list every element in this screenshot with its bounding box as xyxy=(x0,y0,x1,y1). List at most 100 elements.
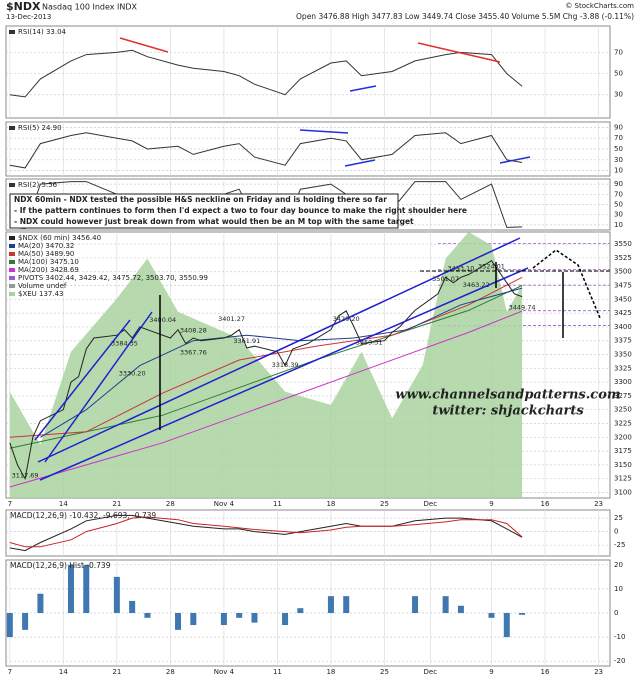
x-tick-label: 21 xyxy=(112,668,121,676)
y-tick-label: 3500 xyxy=(614,268,632,276)
hist-bar xyxy=(519,613,526,615)
y-tick-label: 30 xyxy=(614,156,623,164)
y-tick-label: 3300 xyxy=(614,378,632,386)
hist-bar xyxy=(6,613,13,638)
price-label: 3524.01 xyxy=(478,262,505,270)
price-label: 3384.35 xyxy=(111,340,138,348)
price-label: 3361.91 xyxy=(233,337,260,345)
hist-bar xyxy=(251,613,258,623)
y-tick-label: 3350 xyxy=(614,351,632,359)
credit: © StockCharts.com xyxy=(565,2,634,10)
trend-arrow xyxy=(349,85,377,92)
y-tick-label: 3275 xyxy=(614,392,632,400)
x-tick-label: 21 xyxy=(112,500,121,508)
y-tick-label: 3150 xyxy=(614,461,632,469)
channel-line xyxy=(44,311,153,463)
series-area xyxy=(9,232,523,498)
legend-label: MA(50) 3489.90 xyxy=(18,250,74,258)
y-tick-label: 3250 xyxy=(614,406,632,414)
legend-swatch xyxy=(9,183,15,187)
y-tick-label: 3125 xyxy=(614,475,632,483)
trend-arrow xyxy=(119,37,169,53)
watermark: www.channelsandpatterns.com xyxy=(395,388,620,403)
x-tick-label: 28 xyxy=(166,500,175,508)
hist-bar xyxy=(343,596,350,613)
y-tick-label: -20 xyxy=(614,657,625,665)
legend-label: $NDX (60 min) 3456.40 xyxy=(18,234,101,242)
legend-label: MA(20) 3470.32 xyxy=(18,242,74,250)
symbol-name: Nasdaq 100 Index INDX xyxy=(42,3,138,12)
y-tick-label: 3400 xyxy=(614,323,632,331)
x-tick-label: 23 xyxy=(594,500,603,508)
note: - If the pattern continues to form then … xyxy=(14,206,467,215)
symbol: $NDX xyxy=(6,0,41,13)
y-tick-label: 3550 xyxy=(614,240,632,248)
hist-bar xyxy=(144,613,151,618)
trend-arrow xyxy=(344,159,376,167)
legend-swatch xyxy=(9,252,15,256)
projection-arrow xyxy=(532,249,601,319)
x-tick-label: 18 xyxy=(326,668,335,676)
hist-bar xyxy=(457,605,464,613)
y-tick-label: 3100 xyxy=(614,488,632,496)
legend-swatch xyxy=(9,236,15,240)
hist-bar xyxy=(297,608,304,613)
y-tick-label: -10 xyxy=(614,633,625,641)
price-label: 3501.07 xyxy=(432,275,459,283)
y-tick-label: 30 xyxy=(614,91,623,99)
note: NDX 60min - NDX tested the possible H&S … xyxy=(14,195,387,204)
x-tick-label: 9 xyxy=(489,500,493,508)
price-label: 3449.74 xyxy=(509,303,536,311)
series-line xyxy=(9,516,523,548)
y-tick-label: 70 xyxy=(614,134,623,142)
x-tick-label: 11 xyxy=(273,668,282,676)
legend-swatch xyxy=(9,276,15,280)
note-box xyxy=(9,193,399,229)
hist-bar xyxy=(236,613,243,618)
price-label: 3318.39 xyxy=(272,361,299,369)
y-tick-label: 0 xyxy=(614,609,618,617)
legend-swatch xyxy=(9,260,15,264)
x-tick-label: 25 xyxy=(380,500,389,508)
y-tick-label: 3225 xyxy=(614,419,632,427)
hist-bar xyxy=(83,564,90,613)
x-tick-label: 18 xyxy=(326,500,335,508)
legend-label: MA(100) 3475.10 xyxy=(18,258,79,266)
trend-arrow xyxy=(417,42,501,63)
hist-bar xyxy=(327,596,334,613)
price-label: 3493.10 xyxy=(447,265,474,273)
channel-line xyxy=(39,267,529,481)
x-tick-label: 28 xyxy=(166,668,175,676)
y-tick-label: 50 xyxy=(614,201,623,209)
y-tick-label: 3200 xyxy=(614,433,632,441)
channel-line xyxy=(37,237,521,463)
hist-bar xyxy=(175,613,182,630)
x-tick-label: Nov 4 xyxy=(214,500,235,508)
date: 13-Dec-2013 xyxy=(6,13,51,21)
y-tick-label: 0 xyxy=(614,528,618,536)
hist-bar xyxy=(22,613,29,630)
series-line xyxy=(9,49,523,98)
legend-label: PIVOTS 3402.44, 3429.42, 3475.72, 3503.7… xyxy=(18,274,208,282)
hist-bar xyxy=(282,613,289,626)
price-label: 3401.27 xyxy=(218,315,245,323)
y-tick-label: 70 xyxy=(614,48,623,56)
x-tick-label: 16 xyxy=(541,500,550,508)
y-tick-label: 3450 xyxy=(614,295,632,303)
x-tick-label: Dec xyxy=(424,668,438,676)
y-tick-label: 20 xyxy=(614,561,623,569)
y-tick-label: 50 xyxy=(614,70,623,78)
y-tick-label: 10 xyxy=(614,167,623,175)
panel-frame xyxy=(5,509,611,557)
legend-swatch xyxy=(9,284,15,288)
legend-swatch xyxy=(9,30,15,34)
y-tick-label: 3175 xyxy=(614,447,632,455)
legend-label: RSI(14) 33.04 xyxy=(18,28,67,36)
series-line xyxy=(9,260,523,481)
hist-bar xyxy=(190,613,197,626)
y-tick-label: 3425 xyxy=(614,309,632,317)
legend-label: RSI(2) 5.56 xyxy=(18,181,58,189)
legend-swatch xyxy=(9,292,15,296)
y-tick-label: 3375 xyxy=(614,337,632,345)
